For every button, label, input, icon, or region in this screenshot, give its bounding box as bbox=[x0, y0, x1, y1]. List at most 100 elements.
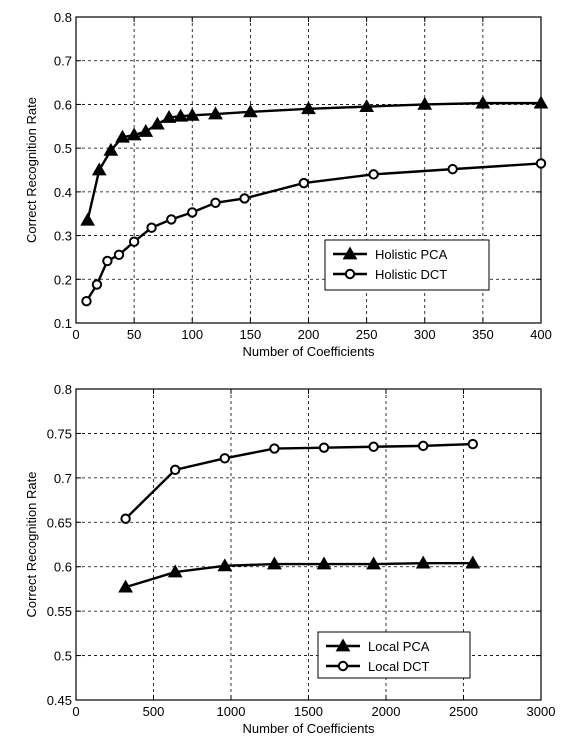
triangle-marker bbox=[342, 246, 358, 260]
triangle-marker bbox=[316, 556, 332, 570]
legend-item: Local DCT bbox=[326, 659, 429, 674]
y-tick-label: 0.5 bbox=[54, 649, 72, 664]
legend-label: Holistic PCA bbox=[375, 247, 448, 262]
triangle-marker bbox=[91, 162, 107, 176]
y-tick-label: 0.55 bbox=[47, 604, 72, 619]
triangle-marker bbox=[217, 558, 233, 572]
x-tick-label: 0 bbox=[72, 327, 79, 342]
x-tick-label: 0 bbox=[72, 704, 79, 719]
y-tick-label: 0.2 bbox=[54, 272, 72, 287]
triangle-marker bbox=[415, 555, 431, 569]
legend-item: Holistic PCA bbox=[333, 246, 448, 262]
legend-label: Local PCA bbox=[368, 639, 430, 654]
x-tick-label: 3000 bbox=[527, 704, 556, 719]
x-tick-label: 500 bbox=[143, 704, 165, 719]
y-tick-label: 0.75 bbox=[47, 426, 72, 441]
triangle-marker bbox=[417, 96, 433, 110]
triangle-marker bbox=[533, 95, 549, 109]
triangle-marker bbox=[80, 212, 95, 226]
triangle-marker bbox=[150, 116, 165, 130]
circle-marker bbox=[102, 255, 113, 267]
x-tick-label: 1500 bbox=[294, 704, 323, 719]
triangle-marker bbox=[465, 555, 481, 569]
circle-marker bbox=[219, 453, 231, 464]
triangle-marker bbox=[243, 104, 258, 118]
triangle-marker bbox=[301, 101, 316, 115]
circle-marker bbox=[210, 197, 221, 208]
triangle-marker bbox=[359, 99, 374, 112]
series-triangle bbox=[118, 555, 481, 593]
chart-1: 0 50 100 150 200 250 300 350 400 0.1 0.2 0.3 0.4 0.5 0… bbox=[24, 10, 552, 359]
chart-2: 0 500 1000 1500 2000 2500 3000 0.45 0.5 0.55 0.6 0.… bbox=[24, 382, 555, 736]
triangle-marker bbox=[475, 95, 491, 109]
circle-marker bbox=[269, 443, 280, 454]
legend-box bbox=[324, 239, 490, 291]
circle-marker bbox=[535, 158, 547, 169]
triangle-marker bbox=[173, 108, 188, 122]
circle-marker bbox=[81, 295, 92, 307]
y-tick-label: 0.6 bbox=[54, 97, 72, 112]
y-tick-label: 0.4 bbox=[54, 185, 72, 200]
y-tick-label: 0.8 bbox=[54, 382, 72, 397]
circle-marker bbox=[120, 513, 131, 524]
circle-marker bbox=[113, 249, 125, 261]
series-triangle bbox=[80, 95, 549, 226]
y-tick-label: 0.1 bbox=[54, 316, 72, 331]
circle-marker bbox=[298, 177, 310, 189]
x-tick-label: 400 bbox=[530, 327, 552, 342]
series-line bbox=[124, 442, 473, 520]
legend-item: Local PCA bbox=[326, 638, 430, 654]
triangle-marker bbox=[103, 142, 119, 156]
legend-label: Local DCT bbox=[368, 659, 429, 674]
x-tick-label: 50 bbox=[127, 327, 141, 342]
triangle-marker bbox=[208, 106, 223, 120]
y-tick-label: 0.8 bbox=[54, 10, 72, 25]
circle-marker bbox=[467, 438, 478, 450]
circle-marker bbox=[170, 464, 181, 476]
x-tick-label: 2000 bbox=[372, 704, 401, 719]
series-line bbox=[125, 561, 473, 589]
legend-item: Holistic DCT bbox=[333, 267, 447, 282]
y-tick-label: 0.6 bbox=[54, 560, 72, 575]
circle-marker bbox=[447, 163, 458, 175]
y-axis-label: Correct Recognition Rate bbox=[24, 472, 39, 618]
triangle-marker bbox=[126, 127, 142, 141]
triangle-marker bbox=[115, 129, 130, 143]
triangle-marker bbox=[267, 556, 282, 570]
legend: Local PCA Local DCT bbox=[317, 631, 471, 679]
x-tick-label: 250 bbox=[356, 327, 378, 342]
y-tick-label: 0.7 bbox=[54, 54, 72, 69]
series-circle bbox=[120, 438, 478, 524]
legend-label: Holistic DCT bbox=[375, 267, 447, 282]
circle-marker bbox=[128, 236, 140, 247]
circle-marker bbox=[239, 193, 250, 204]
circle-marker bbox=[146, 222, 157, 233]
circle-marker bbox=[368, 441, 379, 452]
x-tick-label: 1000 bbox=[217, 704, 246, 719]
triangle-marker bbox=[366, 556, 381, 570]
circle-marker bbox=[418, 440, 429, 452]
legend: Holistic PCA Holistic DCT bbox=[324, 239, 490, 291]
x-axis-label: Number of Coefficients bbox=[243, 344, 375, 359]
circle-marker bbox=[337, 660, 349, 672]
y-tick-label: 0.7 bbox=[54, 471, 72, 486]
x-axis-label: Number of Coefficients bbox=[243, 721, 375, 736]
triangle-marker bbox=[138, 124, 154, 137]
x-tick-label: 350 bbox=[472, 327, 494, 342]
circle-marker bbox=[368, 169, 379, 180]
y-axis-label: Correct Recognition Rate bbox=[24, 97, 39, 243]
triangle-marker bbox=[118, 579, 133, 593]
x-tick-label: 300 bbox=[414, 327, 436, 342]
triangle-marker bbox=[161, 110, 177, 123]
circle-marker bbox=[187, 207, 198, 218]
x-tick-label: 2500 bbox=[449, 704, 478, 719]
circle-marker bbox=[91, 279, 103, 290]
x-tick-label: 200 bbox=[298, 327, 320, 342]
circle-marker bbox=[166, 214, 177, 225]
circle-marker bbox=[344, 268, 356, 280]
circle-marker bbox=[318, 442, 330, 453]
x-tick-label: 100 bbox=[181, 327, 203, 342]
x-tick-label: 150 bbox=[240, 327, 262, 342]
series-circle bbox=[81, 158, 547, 307]
